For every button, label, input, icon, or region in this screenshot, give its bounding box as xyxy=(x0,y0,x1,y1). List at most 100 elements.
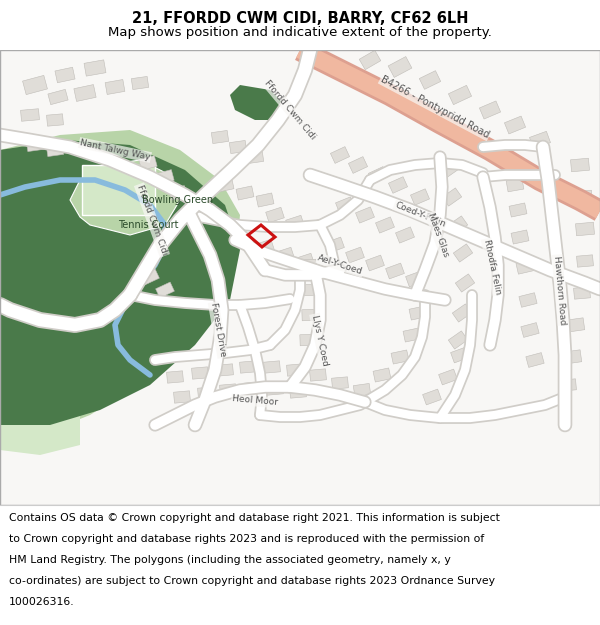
Bar xyxy=(74,84,96,101)
Polygon shape xyxy=(70,160,180,235)
Bar xyxy=(26,139,44,151)
Bar xyxy=(140,269,160,285)
Text: 100026316.: 100026316. xyxy=(9,598,74,608)
Bar xyxy=(388,57,412,78)
Bar xyxy=(244,382,260,394)
Text: Tennis Court: Tennis Court xyxy=(118,220,178,230)
Bar xyxy=(287,364,304,376)
Bar xyxy=(105,79,125,94)
Bar xyxy=(286,215,304,231)
Polygon shape xyxy=(230,85,285,120)
Bar xyxy=(349,157,368,173)
Bar xyxy=(505,116,526,134)
Bar xyxy=(236,186,254,200)
Bar xyxy=(368,167,388,183)
Bar xyxy=(211,131,229,144)
Bar xyxy=(266,383,283,395)
Bar xyxy=(191,367,208,379)
Bar xyxy=(574,287,590,299)
Bar xyxy=(326,237,344,253)
Bar xyxy=(562,350,582,364)
Bar xyxy=(47,114,64,126)
Bar xyxy=(353,384,371,396)
Bar xyxy=(391,350,409,364)
Bar xyxy=(448,331,468,349)
Text: Nant Talwg Way: Nant Talwg Way xyxy=(79,138,151,162)
Bar xyxy=(356,207,374,223)
Bar xyxy=(519,292,537,308)
Bar xyxy=(156,169,174,184)
Bar xyxy=(529,131,551,149)
Bar xyxy=(453,244,473,262)
Text: Ffordd Cwm Cidi: Ffordd Cwm Cidi xyxy=(263,79,317,141)
Bar xyxy=(406,271,424,287)
Bar xyxy=(217,364,233,376)
Bar xyxy=(386,263,404,279)
Text: Ffordd Cwm Cidi: Ffordd Cwm Cidi xyxy=(135,184,169,256)
Bar xyxy=(131,76,149,89)
Bar xyxy=(388,177,407,193)
Bar xyxy=(275,248,295,262)
Polygon shape xyxy=(0,385,80,455)
Bar xyxy=(173,391,190,403)
Bar xyxy=(310,369,326,381)
Bar xyxy=(506,178,524,192)
Bar xyxy=(577,255,593,267)
Bar xyxy=(409,306,427,320)
Bar xyxy=(560,379,577,391)
Bar xyxy=(290,386,307,398)
Text: Contains OS data © Crown copyright and database right 2021. This information is : Contains OS data © Crown copyright and d… xyxy=(9,513,500,523)
Polygon shape xyxy=(0,285,60,405)
Bar xyxy=(575,222,595,236)
Text: Forest Drive: Forest Drive xyxy=(209,302,227,358)
Bar xyxy=(263,361,280,373)
Bar xyxy=(571,158,589,172)
Bar xyxy=(346,247,364,263)
Bar xyxy=(521,322,539,338)
Bar xyxy=(565,318,585,332)
Bar xyxy=(256,239,274,255)
Bar xyxy=(516,260,534,274)
Bar xyxy=(365,255,385,271)
Text: Map shows position and indicative extent of the property.: Map shows position and indicative extent… xyxy=(108,26,492,39)
Bar xyxy=(332,377,349,389)
Polygon shape xyxy=(82,165,155,215)
Text: Rhodfa Felin: Rhodfa Felin xyxy=(482,239,502,296)
Text: Heol Moor: Heol Moor xyxy=(232,394,278,408)
Bar xyxy=(442,188,462,206)
Bar xyxy=(139,156,157,171)
Bar xyxy=(300,334,316,346)
Bar xyxy=(197,387,214,399)
Bar xyxy=(302,309,318,321)
Bar xyxy=(509,203,527,217)
Bar xyxy=(155,282,175,298)
Text: Maes Glas: Maes Glas xyxy=(426,212,450,258)
Bar xyxy=(410,189,430,205)
Text: HM Land Registry. The polygons (including the associated geometry, namely x, y: HM Land Registry. The polygons (includin… xyxy=(9,556,451,566)
Bar xyxy=(302,284,318,296)
Bar xyxy=(84,60,106,76)
Text: Hawthorn Road: Hawthorn Road xyxy=(553,255,568,325)
Bar xyxy=(23,76,47,94)
Bar xyxy=(48,89,68,104)
Bar xyxy=(20,109,40,121)
Bar xyxy=(479,101,500,119)
Bar xyxy=(448,86,472,104)
Bar xyxy=(229,141,247,154)
Bar xyxy=(422,389,442,405)
Text: Llys Y Coed: Llys Y Coed xyxy=(310,314,330,366)
Bar xyxy=(167,371,184,383)
Bar xyxy=(359,50,381,70)
Bar xyxy=(419,71,441,89)
Bar xyxy=(55,68,75,82)
Bar xyxy=(395,227,415,243)
Bar xyxy=(266,208,284,222)
Bar xyxy=(239,361,256,373)
Bar xyxy=(256,193,274,207)
Bar xyxy=(296,253,314,269)
Bar xyxy=(169,186,187,201)
Bar xyxy=(439,369,457,385)
Text: Coed-Y-Felin: Coed-Y-Felin xyxy=(393,201,447,229)
Text: 21, FFORDD CWM CIDI, BARRY, CF62 6LH: 21, FFORDD CWM CIDI, BARRY, CF62 6LH xyxy=(132,11,468,26)
Bar xyxy=(448,216,468,234)
